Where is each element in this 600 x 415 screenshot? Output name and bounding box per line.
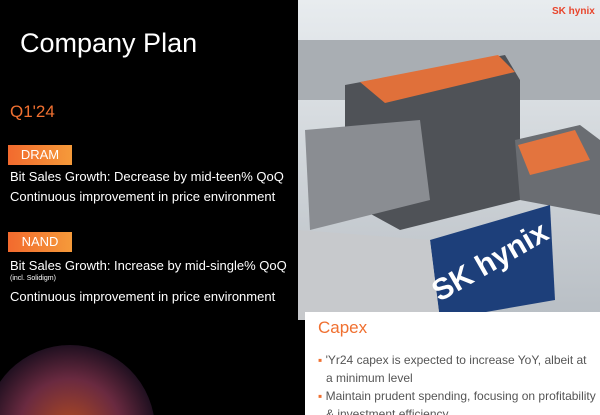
plan-line: Continuous improvement in price environm… (10, 189, 276, 204)
photo-roof (360, 55, 515, 103)
photo-sign-building (430, 205, 555, 320)
photo-building (305, 120, 430, 230)
capex-bullet: 'Yr24 capex is expected to increase YoY,… (318, 351, 596, 387)
section-label: NAND (8, 232, 72, 252)
plan-line: Bit Sales Growth: Increase by mid-single… (10, 258, 287, 273)
capex-bullet: Maintain prudent spending, focusing on p… (318, 387, 596, 415)
period: Q1'24 (10, 102, 55, 121)
plan-line: Bit Sales Growth: Decrease by mid-teen% … (10, 169, 284, 184)
wafer-image (0, 345, 154, 415)
logo: SK hynix (552, 6, 595, 17)
photo-roof (518, 130, 590, 175)
photo-ground (298, 230, 440, 320)
title: Company Plan (20, 28, 198, 58)
capex-title: Capex (318, 318, 368, 337)
plan-note: (incl. Solidigm) (10, 275, 56, 282)
plan-line: Continuous improvement in price environm… (10, 289, 276, 304)
section-label: DRAM (8, 145, 72, 165)
